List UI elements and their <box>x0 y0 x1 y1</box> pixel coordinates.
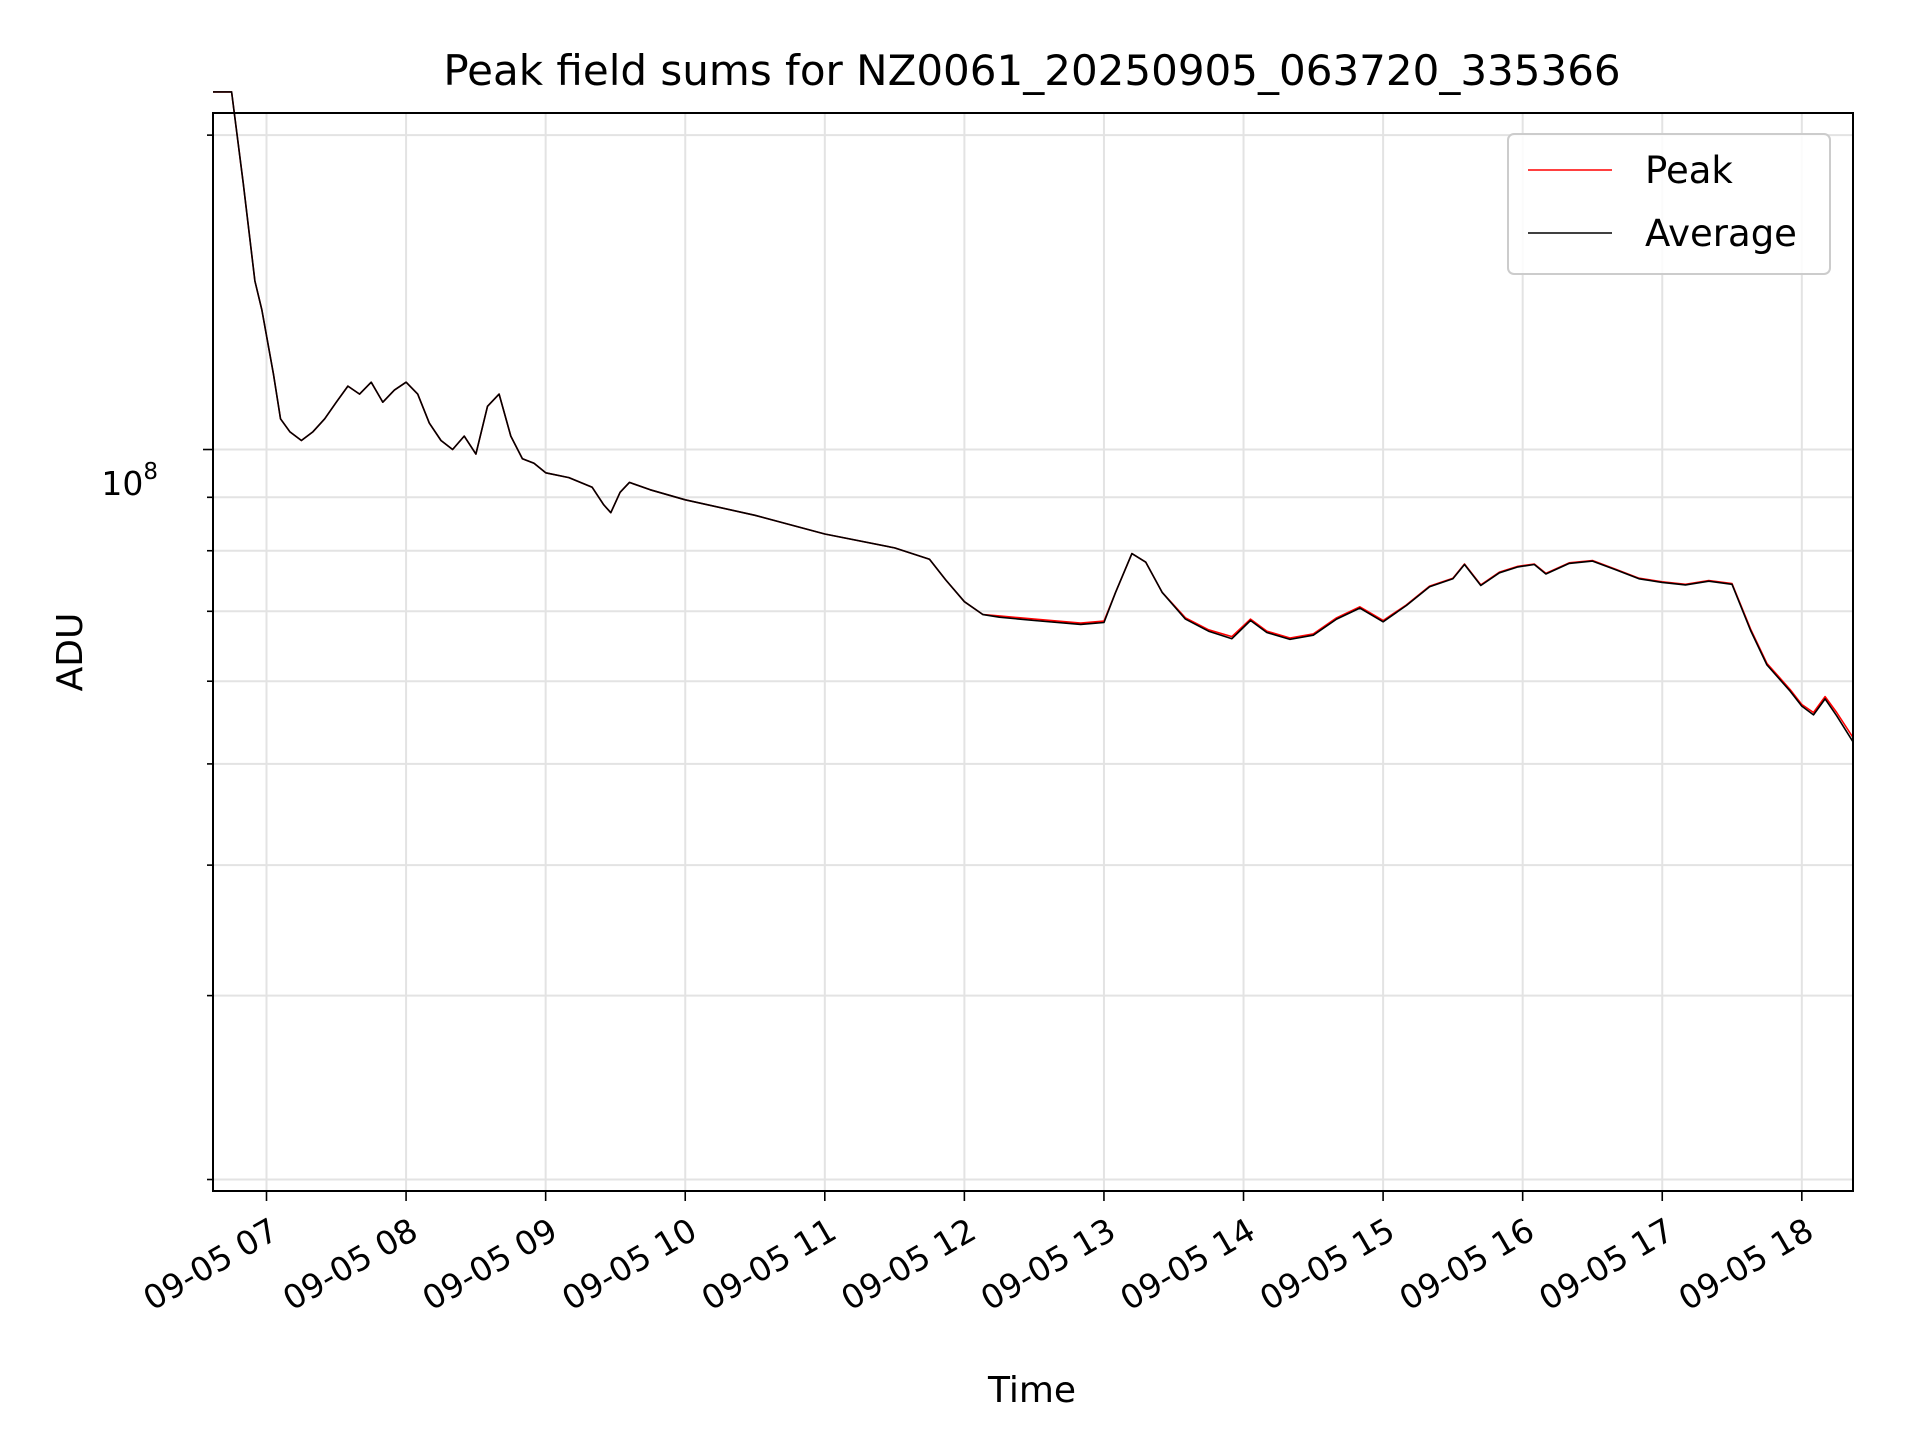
series-line-average <box>213 91 1854 743</box>
legend-peak-label: Peak <box>1645 149 1733 192</box>
x-axis-label: Time <box>987 1370 1076 1411</box>
legend: Peak Average <box>1507 133 1831 275</box>
plot-frame <box>212 112 1854 1192</box>
legend-average-label: Average <box>1645 212 1797 255</box>
y-tick-label-base: 10 <box>101 464 143 503</box>
legend-box <box>1507 133 1831 275</box>
grid-layer <box>213 113 1853 1191</box>
y-axis-ticks <box>203 134 213 1181</box>
y-tick-label: 108 <box>101 459 158 503</box>
y-axis-label: ADU <box>50 613 91 692</box>
y-tick-label-exponent: 8 <box>143 459 158 485</box>
chart-title: Peak field sums for NZ0061_20250905_0637… <box>443 46 1620 95</box>
series-layer <box>213 91 1854 743</box>
